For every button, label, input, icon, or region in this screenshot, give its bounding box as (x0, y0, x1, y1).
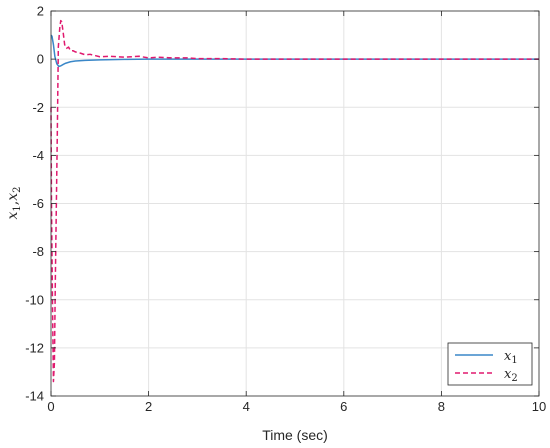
series-line-x1 (50, 34, 539, 68)
series-line-x2 (50, 19, 539, 383)
x-tick-label: 8 (438, 399, 445, 414)
x-tick-label: 10 (532, 399, 546, 414)
y-tick-label: -10 (25, 292, 44, 307)
y-axis-title: x1,x2 (5, 186, 23, 219)
y-tick-label: -14 (25, 389, 44, 404)
y-tick-label: -4 (32, 148, 44, 163)
y-tick-label: 0 (37, 52, 44, 67)
x-tick-label: 4 (243, 399, 250, 414)
x-axis-title: Time (sec) (262, 427, 328, 443)
x-tick-label: 6 (340, 399, 347, 414)
y-tick-label: -2 (32, 100, 44, 115)
y-tick-label: 2 (37, 4, 44, 19)
series-layer (50, 19, 539, 383)
x-tick-label: 0 (47, 399, 54, 414)
y-tick-label: -6 (32, 196, 44, 211)
legend-box (447, 342, 533, 386)
y-tick-label: -12 (25, 340, 44, 355)
legend: x1 x2 (447, 342, 533, 386)
tick-labels: 0 2 4 6 8 10 2 0 -2 -4 -6 -8 -10 -12 -14 (25, 4, 546, 415)
svg-text:x1,x2: x1,x2 (5, 186, 23, 219)
axis-ticks (50, 10, 540, 397)
y-tick-label: -8 (32, 244, 44, 259)
x-tick-label: 2 (145, 399, 152, 414)
